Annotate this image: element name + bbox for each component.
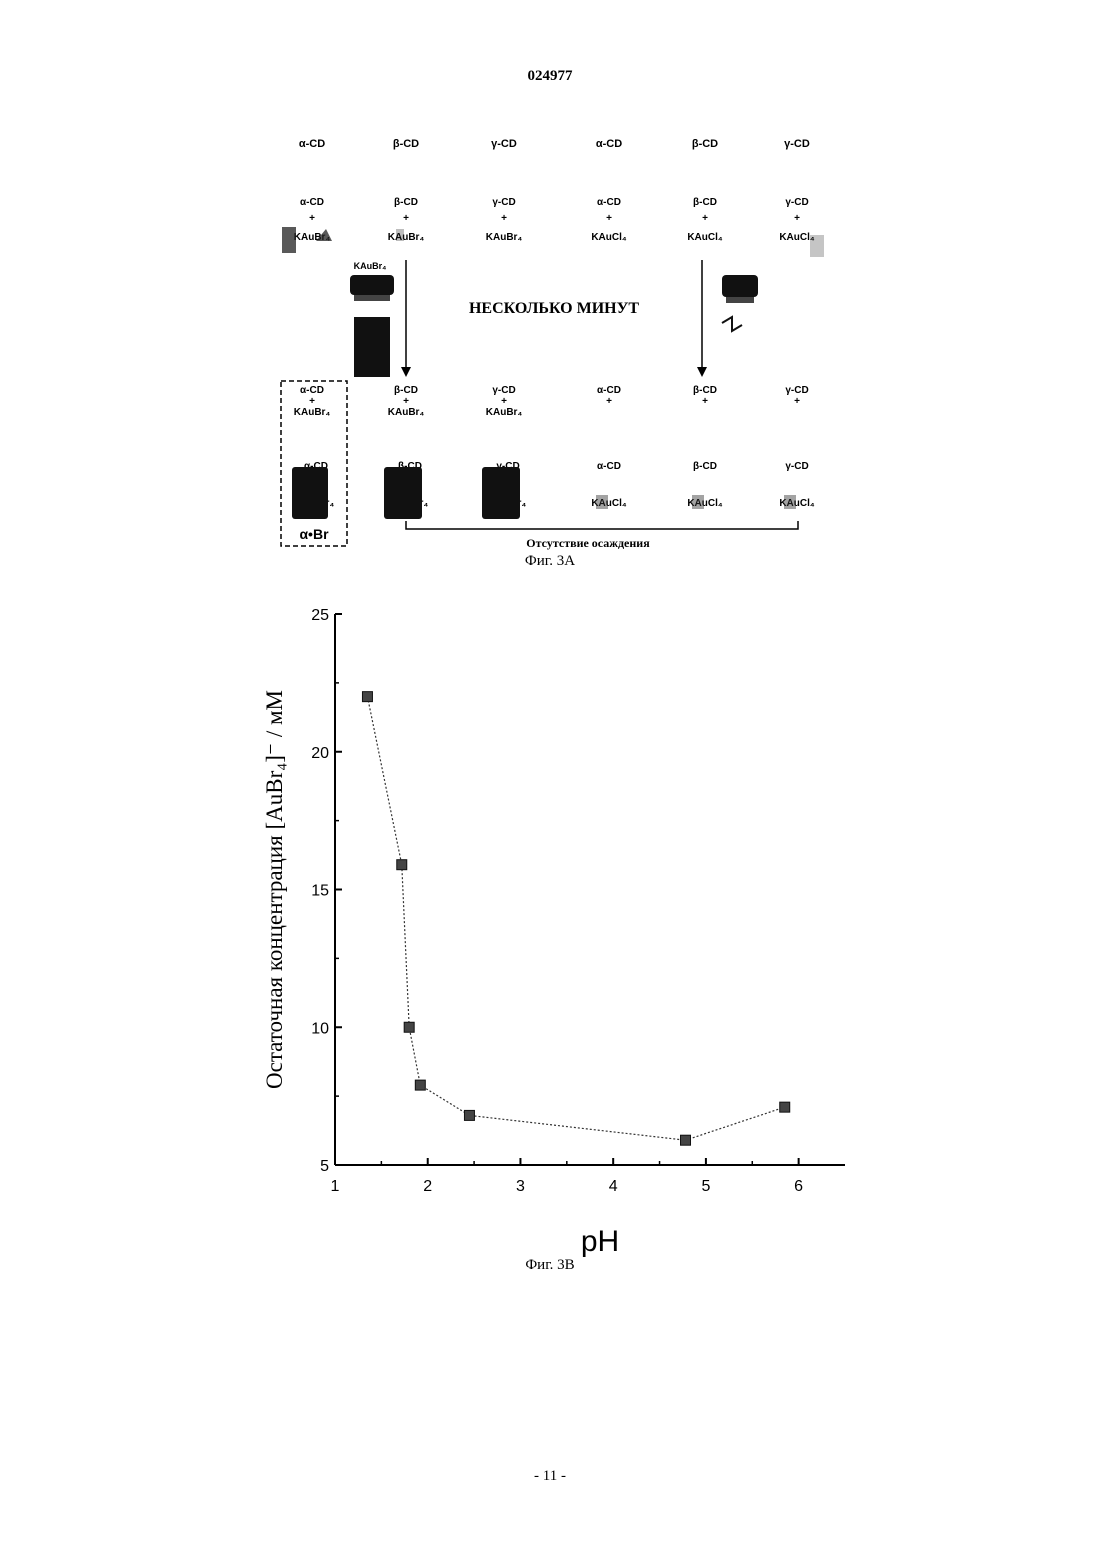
row3-salt-label: KAuBr₄ xyxy=(294,407,331,418)
row3-cd-label: γ-CD xyxy=(785,385,808,396)
row2-salt-label: KAuCl₄ xyxy=(779,232,815,243)
row1-label: γ-CD xyxy=(491,138,517,150)
figure-3a-illustration: α-CD β-CD γ-CD α-CD β-CD γ-CD α-CD β-CD … xyxy=(270,125,840,565)
figure-3b-chart: 5 10 15 20 25 1 2 3 4 5 6 Остаточная концентрация … xyxy=(240,592,880,1262)
vial-cap xyxy=(350,275,394,295)
chart-plot-area xyxy=(362,692,789,1146)
vial-smudge xyxy=(810,235,824,257)
vial-smudge xyxy=(396,229,404,241)
no-precipitation-bracket xyxy=(406,521,798,529)
row3-cd-label: γ-CD xyxy=(492,385,515,396)
chart-axes: 5 10 15 20 25 1 2 3 4 5 6 xyxy=(311,607,845,1195)
row1-label: β-CD xyxy=(692,138,718,150)
data-point-marker xyxy=(464,1110,474,1120)
row3-salt-label: KAuBr₄ xyxy=(388,407,425,418)
row2-cd-label: γ-CD xyxy=(492,197,515,208)
page-number: - 11 - xyxy=(0,1468,1100,1485)
y-tick-label: 5 xyxy=(320,1158,329,1175)
data-line xyxy=(367,697,784,1141)
y-axis-label: Остаточная концентрация [AuBr₄]⁻ / мМ xyxy=(262,690,287,1089)
vial-precipitate xyxy=(292,467,328,519)
vial-label: KAuBr₄ xyxy=(354,261,387,271)
row4-cd-label: α-CD xyxy=(597,461,621,472)
row2-cd-label: β-CD xyxy=(693,197,717,208)
plus-sign: + xyxy=(794,396,800,407)
plus-sign: + xyxy=(794,213,800,224)
document-number: 024977 xyxy=(0,68,1100,85)
x-tick-label: 6 xyxy=(794,1178,803,1195)
row1-label: α-CD xyxy=(596,138,622,150)
y-tick-label: 10 xyxy=(311,1020,329,1037)
row2-cd-label: β-CD xyxy=(394,197,418,208)
plus-sign: + xyxy=(309,213,315,224)
vial-smudge xyxy=(692,495,704,509)
vial-smudge xyxy=(282,227,296,253)
x-tick-label: 1 xyxy=(331,1178,340,1195)
figure-3a-caption: Фиг. 3A xyxy=(0,553,1100,570)
vial-smudge xyxy=(784,495,796,509)
row2-cd-label: α-CD xyxy=(300,197,324,208)
row2-salt-label: KAuCl₄ xyxy=(591,232,627,243)
bracket-label: Отсутствие осаждения xyxy=(526,536,650,550)
x-tick-label: 4 xyxy=(609,1178,618,1195)
data-point-marker xyxy=(397,860,407,870)
x-tick-label: 5 xyxy=(701,1178,710,1195)
precipitate-label: α•Br xyxy=(299,526,329,542)
row1-label: α-CD xyxy=(299,138,325,150)
row4-cd-label: β-CD xyxy=(693,461,717,472)
row2-salt-label: KAuCl₄ xyxy=(687,232,723,243)
plus-sign: + xyxy=(606,396,612,407)
data-point-marker xyxy=(780,1102,790,1112)
vial-neck xyxy=(354,295,390,301)
row1-label: γ-CD xyxy=(784,138,810,150)
data-point-marker xyxy=(404,1022,414,1032)
vial-smudge xyxy=(722,317,742,331)
vial-smudge xyxy=(596,495,608,509)
plus-sign: + xyxy=(606,213,612,224)
center-label: НЕСКОЛЬКО МИНУТ xyxy=(469,300,639,317)
x-axis-label: pH xyxy=(581,1225,619,1258)
row2-cd-label: γ-CD xyxy=(785,197,808,208)
row2-cd-label: α-CD xyxy=(597,197,621,208)
plus-sign: + xyxy=(403,396,409,407)
plus-sign: + xyxy=(309,396,315,407)
data-point-marker xyxy=(681,1135,691,1145)
vial-cap xyxy=(722,275,758,297)
row4-cd-label: γ-CD xyxy=(785,461,808,472)
row3-cd-label: α-CD xyxy=(300,385,324,396)
y-tick-label: 15 xyxy=(311,883,329,900)
y-tick-label: 20 xyxy=(311,745,329,762)
figure-3b-caption: Фиг. 3B xyxy=(0,1257,1100,1274)
arrow-head xyxy=(401,367,411,377)
data-point-marker xyxy=(362,692,372,702)
row1-label: β-CD xyxy=(393,138,419,150)
row3-cd-label: β-CD xyxy=(693,385,717,396)
vial-dark xyxy=(482,467,520,519)
y-tick-label: 25 xyxy=(311,607,329,624)
row2-salt-label: KAuBr₄ xyxy=(486,232,523,243)
vial-body xyxy=(354,317,390,377)
vial-dark xyxy=(384,467,422,519)
row3-salt-label: KAuBr₄ xyxy=(486,407,523,418)
x-tick-label: 2 xyxy=(423,1178,432,1195)
row2-salt-label: KAuBr₄ xyxy=(388,232,425,243)
arrow-head xyxy=(697,367,707,377)
vial-neck xyxy=(726,297,754,303)
data-point-marker xyxy=(415,1080,425,1090)
row3-cd-label: α-CD xyxy=(597,385,621,396)
plus-sign: + xyxy=(501,213,507,224)
plus-sign: + xyxy=(501,396,507,407)
plus-sign: + xyxy=(702,396,708,407)
plus-sign: + xyxy=(403,213,409,224)
x-tick-label: 3 xyxy=(516,1178,525,1195)
row3-cd-label: β-CD xyxy=(394,385,418,396)
plus-sign: + xyxy=(702,213,708,224)
